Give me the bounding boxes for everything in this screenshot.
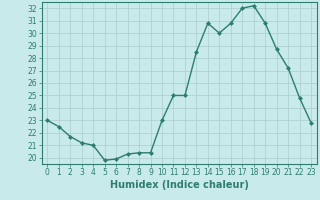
X-axis label: Humidex (Indice chaleur): Humidex (Indice chaleur) [110, 180, 249, 190]
